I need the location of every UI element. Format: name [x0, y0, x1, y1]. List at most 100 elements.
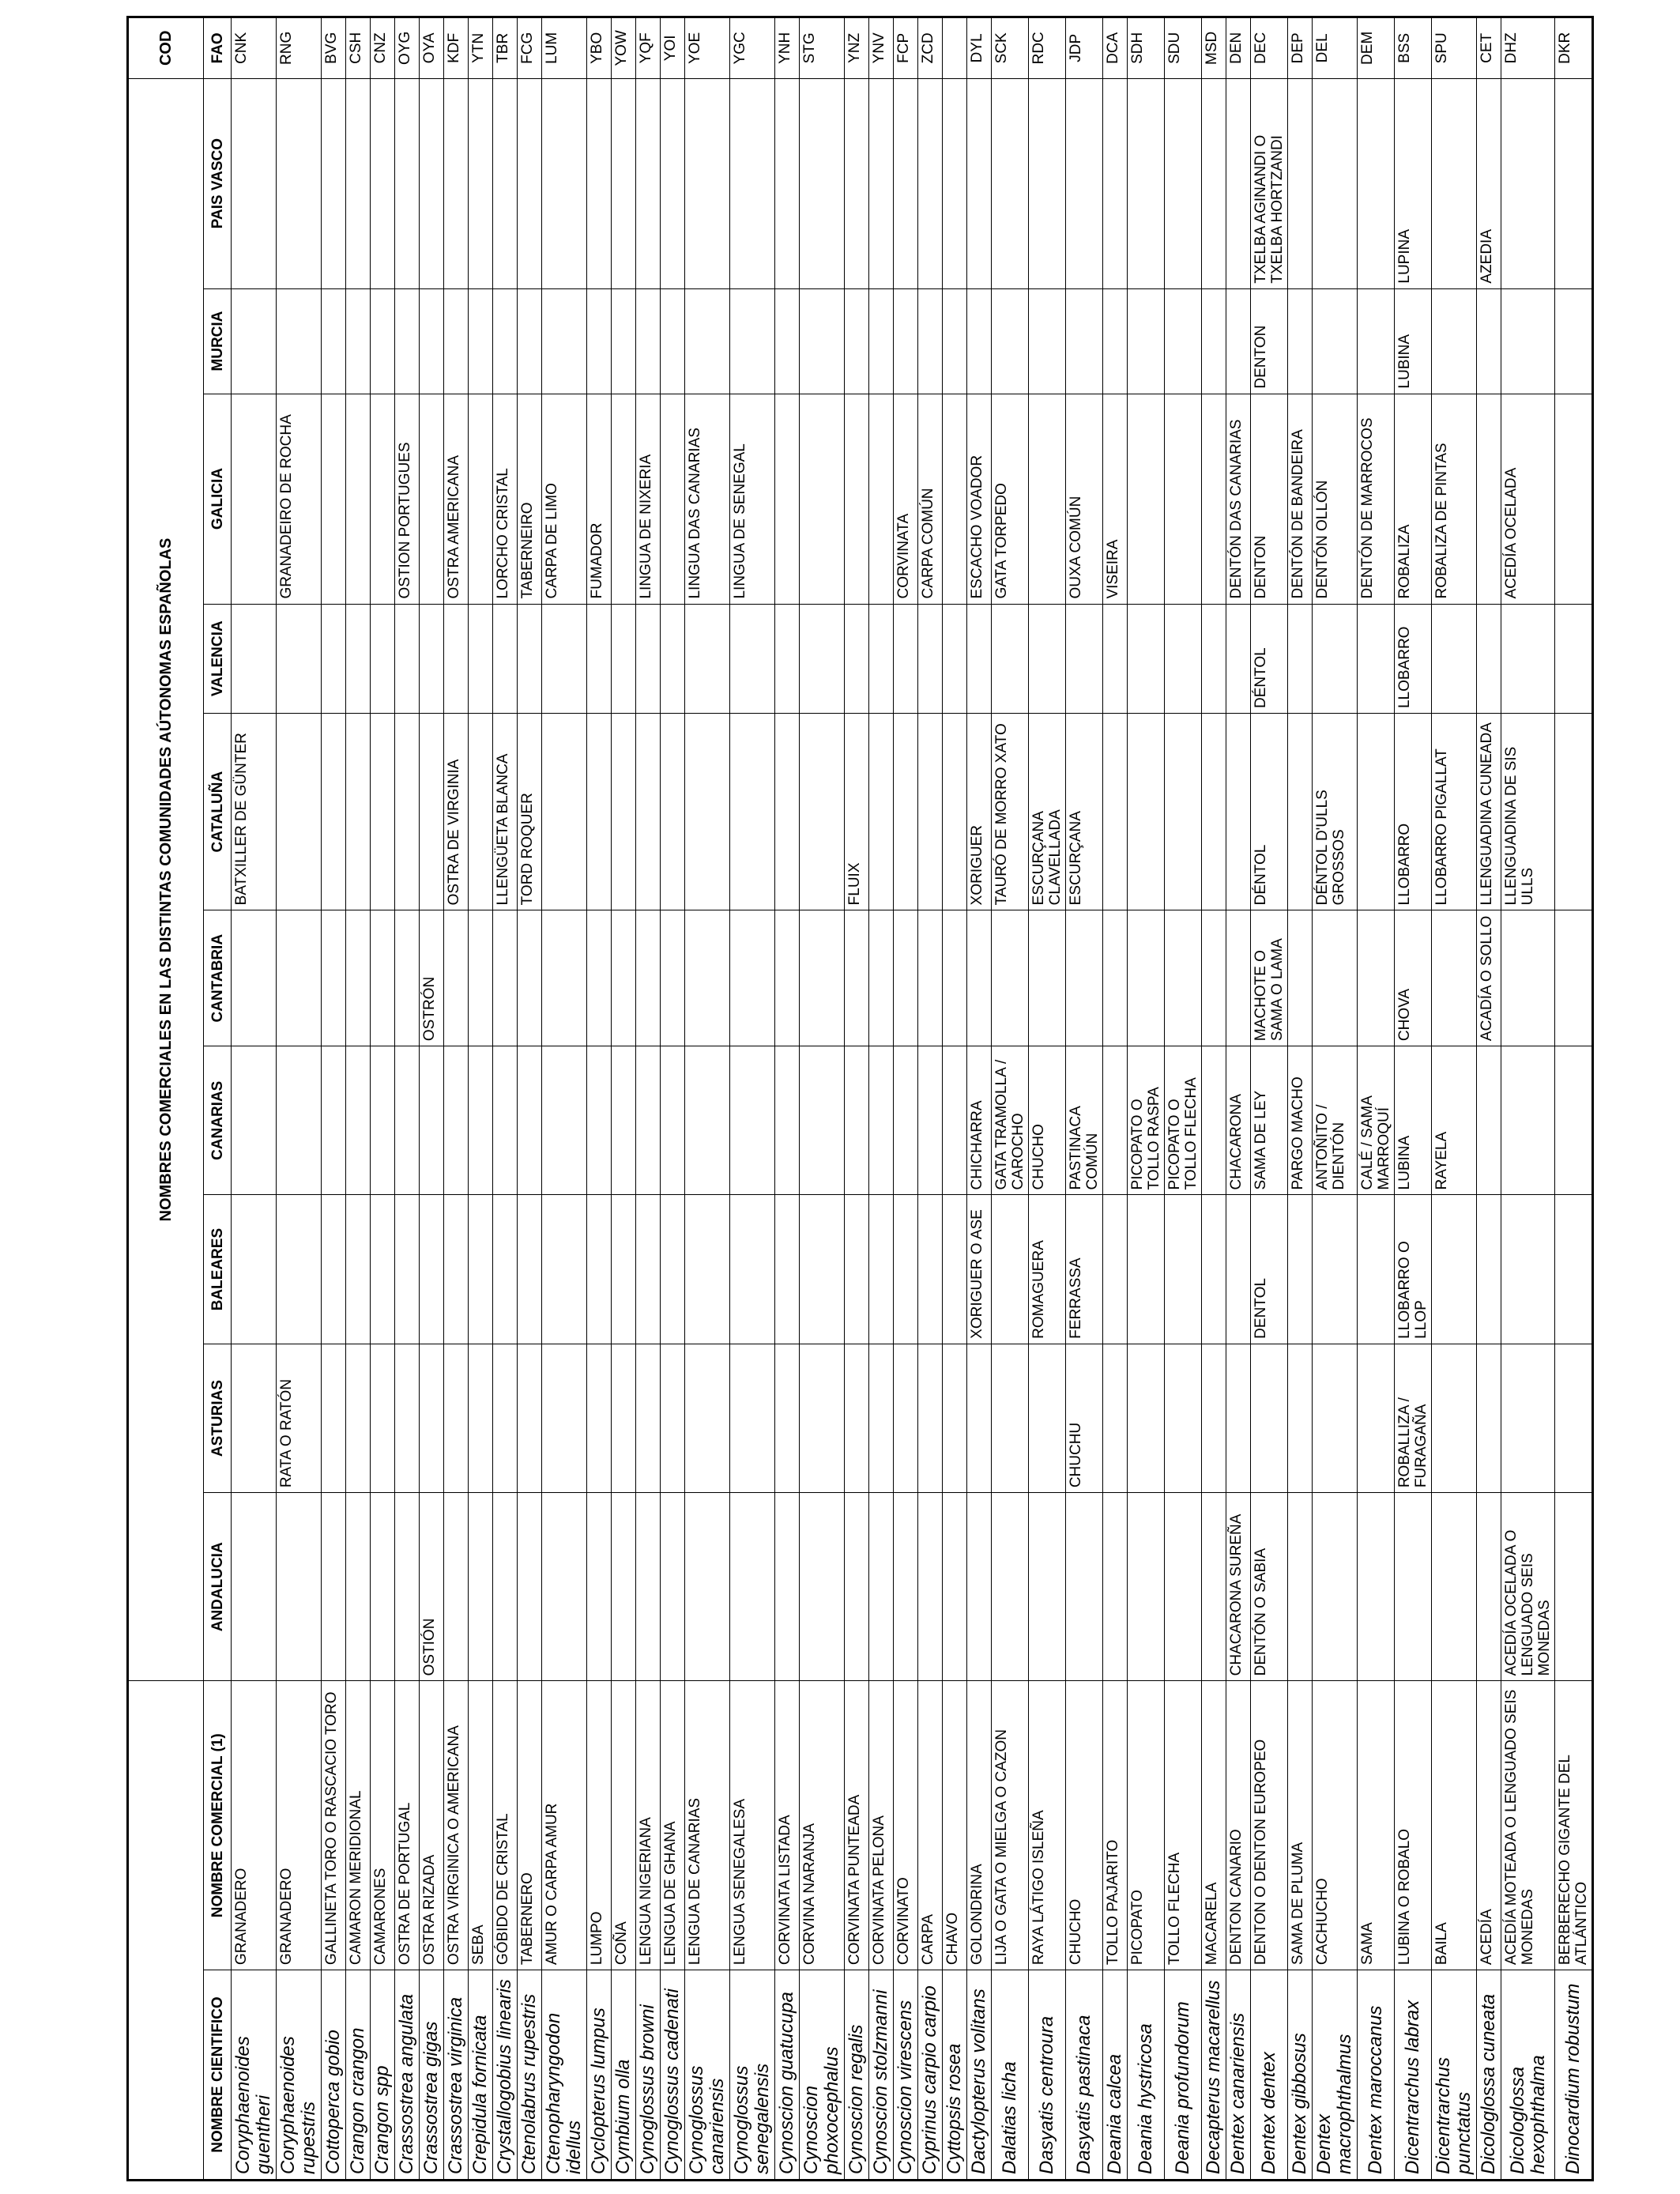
pais-vasco-cell	[635, 78, 661, 289]
baleares-cell	[660, 1194, 685, 1344]
baleares-cell	[1164, 1194, 1202, 1344]
common-name-cell: MACARELA	[1201, 1680, 1226, 1970]
cantabria-cell	[1102, 910, 1128, 1046]
valencia-cell	[1164, 604, 1202, 714]
canarias-cell: GATA TRAMOLLA / CAROCHO	[991, 1046, 1029, 1195]
murcia-cell	[517, 288, 542, 394]
scientific-name-cell: Dentex macrophthalmus	[1312, 1970, 1358, 2181]
table-row: Ctenolabrus rupestris TABERNERO TORD ROQUE…	[517, 17, 542, 2181]
andalucia-cell: OSTIÓN	[419, 1492, 444, 1681]
scientific-name-cell: Deania profundorum	[1164, 1970, 1202, 2181]
scientific-name-cell: Cynoglossus senegalensis	[729, 1970, 775, 2181]
valencia-cell	[1431, 604, 1477, 714]
baleares-cell	[231, 1194, 277, 1344]
asturias-cell: RATA O RATÓN	[276, 1344, 322, 1493]
galicia-cell: DENTÓN OLLÓN	[1312, 394, 1358, 605]
valencia-cell	[917, 604, 943, 714]
pais-vasco-cell	[893, 78, 918, 289]
galicia-cell	[370, 394, 395, 605]
common-name-cell: CHUCHO	[1065, 1680, 1103, 1970]
fao-code-cell: YBO	[586, 17, 612, 79]
scientific-name-cell: Dinocardium robustum	[1554, 1970, 1593, 2181]
common-name-cell: DENTON CANARIO	[1226, 1680, 1251, 1970]
cataluna-cell	[321, 713, 346, 910]
cod-title: COD	[127, 17, 204, 79]
scientific-name-cell: Cynoscion virescens	[893, 1970, 918, 2181]
common-name-cell: CORVINA NARANJA	[799, 1680, 845, 1970]
baleares-cell: LLOBARRO O LLOP	[1394, 1194, 1432, 1344]
common-name-cell: SAMA DE PLUMA	[1287, 1680, 1313, 1970]
galicia-cell: DENTÓN DE MARROCOS	[1357, 394, 1395, 605]
murcia-cell	[276, 288, 322, 394]
cataluna-cell	[1554, 713, 1593, 910]
cataluna-cell	[1127, 713, 1165, 910]
murcia-cell	[942, 288, 967, 394]
pais-vasco-cell	[1431, 78, 1477, 289]
common-name-cell: GOLONDRINA	[966, 1680, 992, 1970]
murcia-cell	[419, 288, 444, 394]
common-name-cell: ACEDÍA MOTEADA O LENGUADO SEIS MONEDAS	[1501, 1680, 1555, 1970]
cataluna-cell: XORIGUER	[966, 713, 992, 910]
cantabria-cell	[635, 910, 661, 1046]
valencia-cell	[1554, 604, 1593, 714]
pais-vasco-cell	[370, 78, 395, 289]
common-name-cell: CAMARON MERIDIONAL	[345, 1680, 371, 1970]
asturias-cell	[345, 1344, 371, 1493]
fao-code-cell: DYL	[966, 17, 992, 79]
cantabria-cell	[611, 910, 636, 1046]
murcia-cell	[799, 288, 845, 394]
col-header-baleares: BALEARES	[203, 1194, 232, 1344]
baleares-cell	[1201, 1194, 1226, 1344]
galicia-cell: OSTION PORTUGUES	[394, 394, 420, 605]
murcia-cell	[611, 288, 636, 394]
cantabria-cell	[1164, 910, 1202, 1046]
col-header-galicia: GALICIA	[203, 394, 232, 605]
andalucia-cell	[844, 1492, 869, 1681]
common-name-cell: CORVINATA PUNTEADA	[844, 1680, 869, 1970]
fao-code-cell: BSS	[1394, 17, 1432, 79]
fao-code-cell: YNH	[774, 17, 800, 79]
galicia-cell	[942, 394, 967, 605]
cantabria-cell	[942, 910, 967, 1046]
valencia-cell	[1028, 604, 1066, 714]
murcia-cell	[1127, 288, 1165, 394]
murcia-cell	[917, 288, 943, 394]
murcia-cell	[1554, 288, 1593, 394]
pais-vasco-cell	[1028, 78, 1066, 289]
andalucia-cell	[541, 1492, 587, 1681]
canarias-cell: CHACARONA	[1226, 1046, 1251, 1195]
andalucia-cell	[492, 1492, 518, 1681]
murcia-cell	[966, 288, 992, 394]
andalucia-cell	[1476, 1492, 1501, 1681]
scientific-name-cell: Dicentrarchus labrax	[1394, 1970, 1432, 2181]
pais-vasco-cell	[1312, 78, 1358, 289]
galicia-cell: LORCHO CRISTAL	[492, 394, 518, 605]
scientific-name-cell: Decapterus macarellus	[1201, 1970, 1226, 2181]
baleares-cell	[844, 1194, 869, 1344]
fao-code-cell: KDF	[443, 17, 469, 79]
andalucia-cell	[684, 1492, 730, 1681]
canarias-cell	[917, 1046, 943, 1195]
common-name-cell: OSTRA VIRGINICA O AMERICANA	[443, 1680, 469, 1970]
cantabria-cell	[1312, 910, 1358, 1046]
table-row: Dasyatis centroura RAYA LÁTIGO ISLEÑA ROMA…	[1028, 17, 1066, 2181]
col-header-cantabria: CANTABRIA	[203, 910, 232, 1046]
baleares-cell	[684, 1194, 730, 1344]
baleares-cell	[868, 1194, 894, 1344]
scientific-name-cell: Cyttopsis rosea	[942, 1970, 967, 2181]
asturias-cell	[517, 1344, 542, 1493]
valencia-cell	[586, 604, 612, 714]
fao-code-cell: CSH	[345, 17, 371, 79]
scientific-name-cell: Dasyatis pastinaca	[1065, 1970, 1103, 2181]
baleares-cell	[586, 1194, 612, 1344]
common-name-cell: LENGUA DE CANARIAS	[684, 1680, 730, 1970]
baleares-cell	[394, 1194, 420, 1344]
cataluna-cell	[394, 713, 420, 910]
galicia-cell: VISEIRA	[1102, 394, 1128, 605]
table-row: Cynoscion stolzmanni CORVINATA PELONA YNV	[868, 17, 894, 2181]
col-header-valencia: VALENCIA	[203, 604, 232, 714]
andalucia-cell	[276, 1492, 322, 1681]
table-row: Crassostrea gigas OSTRA RIZADA OSTIÓN OSTRÓ…	[419, 17, 444, 2181]
murcia-cell	[684, 288, 730, 394]
scientific-name-cell: Dicologlossa cuneata	[1476, 1970, 1501, 2181]
